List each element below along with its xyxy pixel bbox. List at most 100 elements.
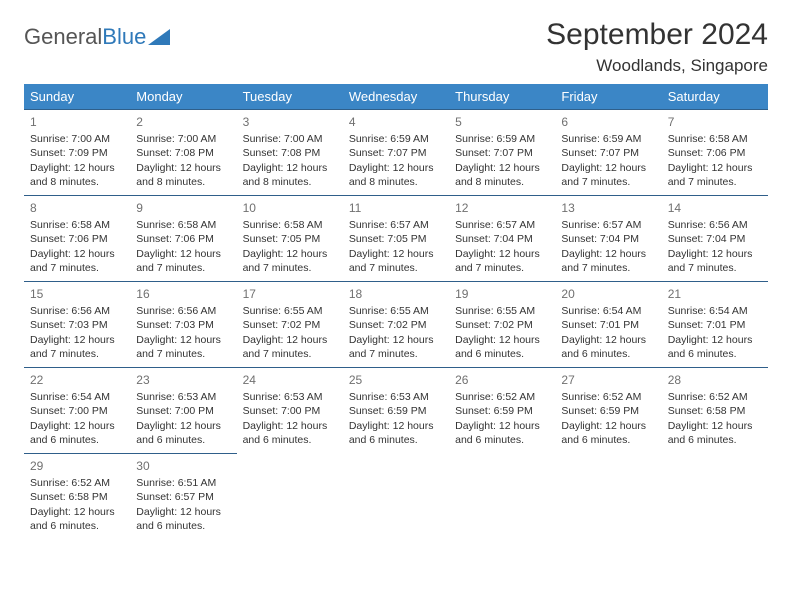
daylight-text: and 7 minutes. (136, 347, 230, 361)
day-cell: 1Sunrise: 7:00 AMSunset: 7:09 PMDaylight… (24, 109, 130, 195)
daylight-text: Daylight: 12 hours (136, 505, 230, 519)
sunrise-text: Sunrise: 6:52 AM (30, 476, 124, 490)
day-cell: 22Sunrise: 6:54 AMSunset: 7:00 PMDayligh… (24, 367, 130, 453)
daylight-text: Daylight: 12 hours (561, 333, 655, 347)
day-number: 15 (30, 286, 124, 302)
daylight-text: Daylight: 12 hours (136, 247, 230, 261)
sunrise-text: Sunrise: 7:00 AM (243, 132, 337, 146)
sunset-text: Sunset: 7:07 PM (349, 146, 443, 160)
sunrise-text: Sunrise: 6:58 AM (136, 218, 230, 232)
sunset-text: Sunset: 7:00 PM (136, 404, 230, 418)
day-number: 7 (668, 114, 762, 130)
day-cell: 18Sunrise: 6:55 AMSunset: 7:02 PMDayligh… (343, 281, 449, 367)
daylight-text: and 7 minutes. (349, 261, 443, 275)
week-row: 22Sunrise: 6:54 AMSunset: 7:00 PMDayligh… (24, 367, 768, 453)
sunset-text: Sunset: 7:03 PM (136, 318, 230, 332)
day-cell: 24Sunrise: 6:53 AMSunset: 7:00 PMDayligh… (237, 367, 343, 453)
day-cell: 19Sunrise: 6:55 AMSunset: 7:02 PMDayligh… (449, 281, 555, 367)
week-row: 1Sunrise: 7:00 AMSunset: 7:09 PMDaylight… (24, 109, 768, 195)
sunrise-text: Sunrise: 6:57 AM (349, 218, 443, 232)
sunrise-text: Sunrise: 6:59 AM (455, 132, 549, 146)
daylight-text: Daylight: 12 hours (668, 333, 762, 347)
day-cell: 23Sunrise: 6:53 AMSunset: 7:00 PMDayligh… (130, 367, 236, 453)
daylight-text: and 6 minutes. (243, 433, 337, 447)
sunset-text: Sunset: 6:57 PM (136, 490, 230, 504)
day-cell: 13Sunrise: 6:57 AMSunset: 7:04 PMDayligh… (555, 195, 661, 281)
daylight-text: and 7 minutes. (243, 347, 337, 361)
day-cell (662, 453, 768, 539)
day-cell: 17Sunrise: 6:55 AMSunset: 7:02 PMDayligh… (237, 281, 343, 367)
daylight-text: Daylight: 12 hours (349, 419, 443, 433)
day-header-row: Sunday Monday Tuesday Wednesday Thursday… (24, 84, 768, 109)
day-number: 8 (30, 200, 124, 216)
header: GeneralBlue September 2024 Woodlands, Si… (24, 18, 768, 76)
day-number: 24 (243, 372, 337, 388)
day-header: Sunday (24, 84, 130, 109)
sunrise-text: Sunrise: 6:56 AM (668, 218, 762, 232)
day-number: 25 (349, 372, 443, 388)
daylight-text: Daylight: 12 hours (243, 161, 337, 175)
sunrise-text: Sunrise: 6:59 AM (349, 132, 443, 146)
day-number: 14 (668, 200, 762, 216)
day-number: 12 (455, 200, 549, 216)
day-cell: 7Sunrise: 6:58 AMSunset: 7:06 PMDaylight… (662, 109, 768, 195)
daylight-text: Daylight: 12 hours (30, 247, 124, 261)
sunset-text: Sunset: 7:08 PM (136, 146, 230, 160)
daylight-text: and 8 minutes. (349, 175, 443, 189)
sunset-text: Sunset: 7:00 PM (30, 404, 124, 418)
daylight-text: Daylight: 12 hours (455, 419, 549, 433)
daylight-text: and 6 minutes. (349, 433, 443, 447)
day-number: 17 (243, 286, 337, 302)
daylight-text: and 6 minutes. (561, 433, 655, 447)
day-number: 26 (455, 372, 549, 388)
day-header: Wednesday (343, 84, 449, 109)
sunrise-text: Sunrise: 6:55 AM (349, 304, 443, 318)
daylight-text: and 7 minutes. (668, 261, 762, 275)
logo-text-general: General (24, 24, 102, 50)
daylight-text: Daylight: 12 hours (349, 247, 443, 261)
logo-text-blue: Blue (102, 24, 146, 50)
day-number: 4 (349, 114, 443, 130)
day-cell: 28Sunrise: 6:52 AMSunset: 6:58 PMDayligh… (662, 367, 768, 453)
sunrise-text: Sunrise: 6:54 AM (561, 304, 655, 318)
daylight-text: Daylight: 12 hours (136, 161, 230, 175)
day-number: 5 (455, 114, 549, 130)
day-number: 9 (136, 200, 230, 216)
daylight-text: Daylight: 12 hours (136, 419, 230, 433)
sunset-text: Sunset: 7:02 PM (455, 318, 549, 332)
day-cell: 3Sunrise: 7:00 AMSunset: 7:08 PMDaylight… (237, 109, 343, 195)
sunrise-text: Sunrise: 6:52 AM (561, 390, 655, 404)
day-header: Friday (555, 84, 661, 109)
day-cell: 14Sunrise: 6:56 AMSunset: 7:04 PMDayligh… (662, 195, 768, 281)
day-cell (449, 453, 555, 539)
day-cell: 15Sunrise: 6:56 AMSunset: 7:03 PMDayligh… (24, 281, 130, 367)
daylight-text: and 6 minutes. (561, 347, 655, 361)
sunrise-text: Sunrise: 6:53 AM (136, 390, 230, 404)
day-cell: 27Sunrise: 6:52 AMSunset: 6:59 PMDayligh… (555, 367, 661, 453)
day-cell: 30Sunrise: 6:51 AMSunset: 6:57 PMDayligh… (130, 453, 236, 539)
sunset-text: Sunset: 7:03 PM (30, 318, 124, 332)
day-cell: 12Sunrise: 6:57 AMSunset: 7:04 PMDayligh… (449, 195, 555, 281)
logo: GeneralBlue (24, 18, 170, 50)
daylight-text: and 8 minutes. (455, 175, 549, 189)
day-cell: 29Sunrise: 6:52 AMSunset: 6:58 PMDayligh… (24, 453, 130, 539)
sunset-text: Sunset: 7:02 PM (349, 318, 443, 332)
daylight-text: Daylight: 12 hours (243, 333, 337, 347)
daylight-text: and 8 minutes. (136, 175, 230, 189)
day-number: 18 (349, 286, 443, 302)
daylight-text: and 6 minutes. (455, 347, 549, 361)
daylight-text: and 6 minutes. (455, 433, 549, 447)
daylight-text: and 7 minutes. (30, 261, 124, 275)
day-cell: 6Sunrise: 6:59 AMSunset: 7:07 PMDaylight… (555, 109, 661, 195)
day-cell: 26Sunrise: 6:52 AMSunset: 6:59 PMDayligh… (449, 367, 555, 453)
sunset-text: Sunset: 6:59 PM (561, 404, 655, 418)
daylight-text: and 8 minutes. (30, 175, 124, 189)
sunset-text: Sunset: 6:58 PM (30, 490, 124, 504)
day-cell (343, 453, 449, 539)
sunset-text: Sunset: 7:08 PM (243, 146, 337, 160)
day-number: 16 (136, 286, 230, 302)
daylight-text: Daylight: 12 hours (30, 419, 124, 433)
week-row: 15Sunrise: 6:56 AMSunset: 7:03 PMDayligh… (24, 281, 768, 367)
daylight-text: and 6 minutes. (30, 433, 124, 447)
sunset-text: Sunset: 7:01 PM (561, 318, 655, 332)
